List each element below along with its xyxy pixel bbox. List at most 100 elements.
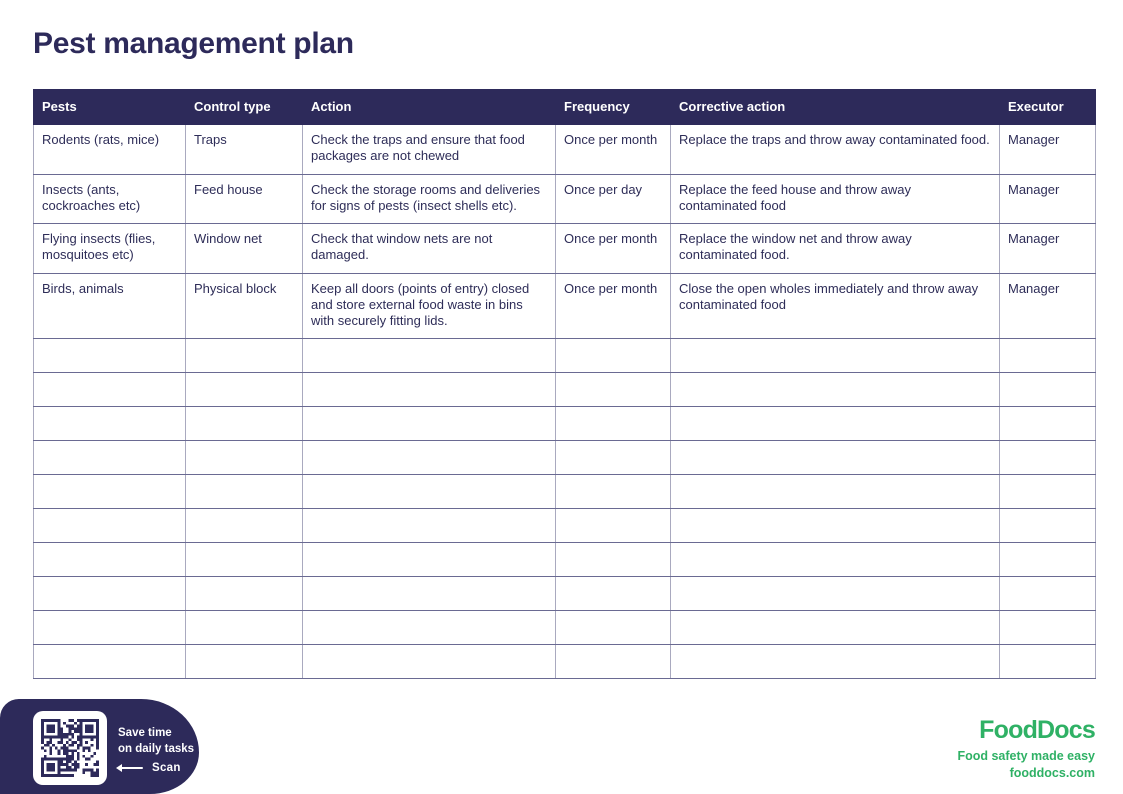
empty-table-row [33,542,1096,578]
cell-frequency: Once per month [555,223,671,274]
empty-cell [555,610,671,646]
cell-corrective-action: Replace the window net and throw away co… [670,223,1000,274]
empty-cell [33,644,186,680]
empty-cell [185,644,303,680]
empty-cell [302,576,556,612]
empty-cell [555,542,671,578]
empty-table-row [33,576,1096,612]
scan-label: Scan [152,762,181,774]
empty-cell [302,610,556,646]
empty-cell [670,542,1000,578]
empty-cell [33,576,186,612]
cell-frequency: Once per month [555,124,671,175]
empty-cell [302,406,556,442]
cell-pests: Flying insects (flies, mosquitoes etc) [33,223,186,274]
empty-table-row [33,338,1096,374]
header-row: Pests Control type Action Frequency Corr… [33,89,1096,125]
scan-hint: Scan [116,762,181,774]
empty-cell [33,372,186,408]
empty-cell [185,610,303,646]
col-header-corrective-action: Corrective action [670,89,1000,125]
empty-cell [670,644,1000,680]
empty-cell [185,576,303,612]
col-header-executor: Executor [999,89,1096,125]
empty-cell [670,338,1000,374]
empty-cell [555,440,671,476]
page-title: Pest management plan [33,27,354,60]
empty-cell [999,610,1096,646]
empty-cell [555,576,671,612]
empty-cell [670,610,1000,646]
empty-cell [555,474,671,510]
qr-badge-line1: Save time [118,727,172,739]
empty-cell [302,474,556,510]
empty-cell [33,338,186,374]
empty-cell [33,406,186,442]
table-row: Birds, animals Physical block Keep all d… [33,272,1096,340]
left-arrow-icon [116,764,143,772]
cell-action: Check that window nets are not damaged. [302,223,556,274]
pest-management-table-wrap: Pests Control type Action Frequency Corr… [33,89,1096,680]
empty-cell [999,508,1096,544]
empty-table-row [33,406,1096,442]
empty-cell [185,542,303,578]
fooddocs-logo: FoodDocs [979,716,1096,744]
empty-cell [185,338,303,374]
empty-cell [999,542,1096,578]
qr-code-icon [41,719,99,777]
brand-website: fooddocs.com [1009,766,1095,780]
cell-executor: Manager [999,173,1096,224]
empty-cell [555,372,671,408]
empty-cell [302,508,556,544]
empty-cell [33,474,186,510]
empty-cell [33,542,186,578]
empty-cell [999,474,1096,510]
empty-table-row [33,372,1096,408]
col-header-frequency: Frequency [555,89,671,125]
empty-cell [302,644,556,680]
qr-badge-text: Save time on daily tasks [118,726,194,758]
empty-cell [33,508,186,544]
empty-cell [670,440,1000,476]
empty-cell [185,406,303,442]
cell-action: Check the storage rooms and deliveries f… [302,173,556,224]
empty-cell [670,508,1000,544]
empty-cell [670,474,1000,510]
empty-cell [999,338,1096,374]
empty-cell [999,372,1096,408]
cell-pests: Birds, animals [33,272,186,340]
empty-cell [555,338,671,374]
cell-control-type: Window net [185,223,303,274]
empty-table-row [33,508,1096,544]
cell-control-type: Physical block [185,272,303,340]
table-row: Rodents (rats, mice) Traps Check the tra… [33,124,1096,175]
empty-table-row [33,474,1096,510]
pest-management-table: Pests Control type Action Frequency Corr… [33,89,1096,680]
empty-cell [185,508,303,544]
empty-cell [302,440,556,476]
cell-corrective-action: Close the open wholes immediately and th… [670,272,1000,340]
empty-cell [670,406,1000,442]
empty-cell [185,440,303,476]
cell-corrective-action: Replace the traps and throw away contami… [670,124,1000,175]
cell-frequency: Once per month [555,272,671,340]
empty-cell [302,372,556,408]
cell-frequency: Once per day [555,173,671,224]
empty-cell [555,644,671,680]
empty-table-row [33,440,1096,476]
empty-cell [999,406,1096,442]
empty-table-row [33,644,1096,680]
empty-table-row [33,610,1096,646]
empty-cell [555,406,671,442]
empty-cell [33,610,186,646]
table-row: Insects (ants, cockroaches etc) Feed hou… [33,173,1096,224]
brand-block: FoodDocs Food safety made easy fooddocs.… [957,716,1095,780]
empty-cell [670,576,1000,612]
empty-cell [670,372,1000,408]
col-header-action: Action [302,89,556,125]
empty-cell [999,440,1096,476]
cell-corrective-action: Replace the feed house and throw away co… [670,173,1000,224]
table-row: Flying insects (flies, mosquitoes etc) W… [33,223,1096,274]
empty-cell [999,644,1096,680]
empty-cell [302,338,556,374]
